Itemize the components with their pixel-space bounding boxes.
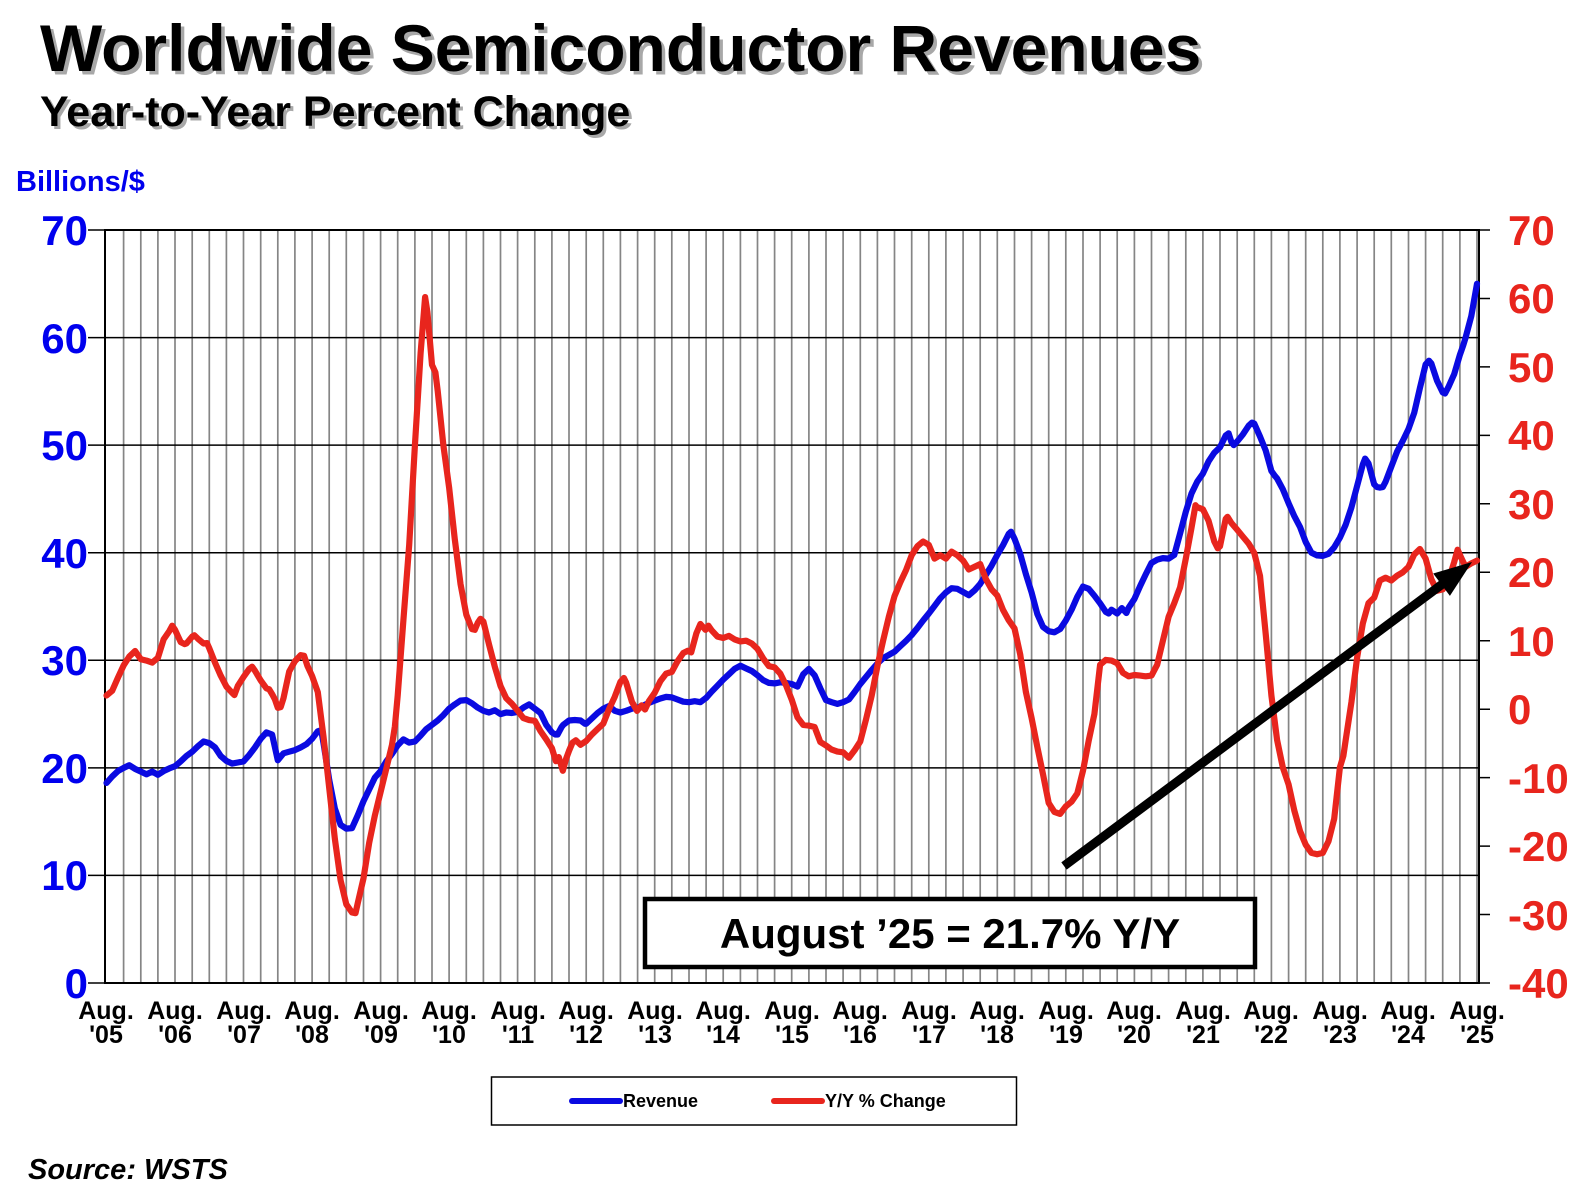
svg-text:Aug.: Aug.: [627, 997, 683, 1025]
svg-text:Aug.: Aug.: [1380, 997, 1436, 1025]
svg-text:'22: '22: [1254, 1021, 1288, 1049]
svg-text:Source: WSTS: Source: WSTS: [28, 1154, 228, 1186]
svg-text:60: 60: [41, 315, 88, 362]
svg-text:'09: '09: [364, 1021, 398, 1049]
svg-text:Aug.: Aug.: [969, 997, 1025, 1025]
svg-text:40: 40: [41, 530, 88, 577]
svg-text:'07: '07: [227, 1021, 261, 1049]
svg-text:Aug.: Aug.: [490, 997, 546, 1025]
svg-text:Aug.: Aug.: [1449, 997, 1505, 1025]
svg-text:Aug.: Aug.: [901, 997, 957, 1025]
svg-text:20: 20: [1508, 549, 1555, 596]
svg-text:Y/Y % Change: Y/Y % Change: [825, 1091, 946, 1111]
svg-text:'15: '15: [775, 1021, 809, 1049]
svg-text:'19: '19: [1049, 1021, 1083, 1049]
svg-text:Billions/$: Billions/$: [16, 166, 145, 198]
svg-text:Aug.: Aug.: [832, 997, 888, 1025]
svg-text:30: 30: [41, 637, 88, 684]
svg-text:Aug.: Aug.: [558, 997, 614, 1025]
svg-text:Aug.: Aug.: [764, 997, 820, 1025]
svg-text:'08: '08: [295, 1021, 329, 1049]
svg-text:Year-to-Year Percent Change: Year-to-Year Percent Change: [40, 88, 630, 136]
svg-text:August ’25 = 21.7% Y/Y: August ’25 = 21.7% Y/Y: [720, 910, 1180, 957]
svg-text:Aug.: Aug.: [1038, 997, 1094, 1025]
svg-text:30: 30: [1508, 481, 1555, 528]
svg-text:Aug.: Aug.: [216, 997, 272, 1025]
svg-text:Aug.: Aug.: [695, 997, 751, 1025]
svg-text:-40: -40: [1508, 960, 1569, 1007]
svg-text:Year-to-Year Percent Change: Year-to-Year Percent Change: [43, 91, 633, 139]
svg-text:'23: '23: [1323, 1021, 1357, 1049]
svg-text:-20: -20: [1508, 823, 1569, 870]
svg-text:'05: '05: [89, 1021, 123, 1049]
svg-text:Aug.: Aug.: [1312, 997, 1368, 1025]
svg-text:'20: '20: [1117, 1021, 1151, 1049]
svg-text:Worldwide Semiconductor Revenu: Worldwide Semiconductor Revenues: [44, 15, 1205, 89]
svg-text:'24: '24: [1391, 1021, 1425, 1049]
svg-text:Aug.: Aug.: [147, 997, 203, 1025]
svg-text:'10: '10: [432, 1021, 466, 1049]
svg-text:10: 10: [41, 852, 88, 899]
svg-text:Aug.: Aug.: [78, 997, 134, 1025]
svg-text:'14: '14: [706, 1021, 740, 1049]
svg-text:60: 60: [1508, 275, 1555, 322]
svg-text:'11: '11: [502, 1021, 534, 1049]
svg-text:70: 70: [41, 207, 88, 254]
svg-text:'13: '13: [638, 1021, 672, 1049]
svg-text:Aug.: Aug.: [421, 997, 477, 1025]
svg-text:50: 50: [41, 422, 88, 469]
svg-text:Aug.: Aug.: [1175, 997, 1231, 1025]
svg-text:70: 70: [1508, 207, 1555, 254]
svg-text:Aug.: Aug.: [353, 997, 409, 1025]
svg-text:'16: '16: [843, 1021, 877, 1049]
svg-text:-30: -30: [1508, 892, 1569, 939]
svg-text:Revenue: Revenue: [623, 1091, 698, 1111]
svg-text:'06: '06: [158, 1021, 192, 1049]
svg-text:0: 0: [65, 960, 88, 1007]
svg-text:Aug.: Aug.: [1243, 997, 1299, 1025]
svg-text:50: 50: [1508, 344, 1555, 391]
svg-text:'25: '25: [1460, 1021, 1494, 1049]
svg-text:Aug.: Aug.: [1106, 997, 1162, 1025]
svg-text:'21: '21: [1186, 1021, 1220, 1049]
svg-text:Aug.: Aug.: [284, 997, 340, 1025]
svg-text:-10: -10: [1508, 755, 1569, 802]
svg-text:10: 10: [1508, 618, 1555, 665]
svg-text:20: 20: [41, 745, 88, 792]
svg-text:'18: '18: [980, 1021, 1014, 1049]
svg-text:'17: '17: [912, 1021, 946, 1049]
svg-text:Worldwide Semiconductor Revenu: Worldwide Semiconductor Revenues: [40, 11, 1201, 85]
svg-text:0: 0: [1508, 686, 1531, 733]
svg-text:40: 40: [1508, 412, 1555, 459]
svg-text:'12: '12: [569, 1021, 603, 1049]
